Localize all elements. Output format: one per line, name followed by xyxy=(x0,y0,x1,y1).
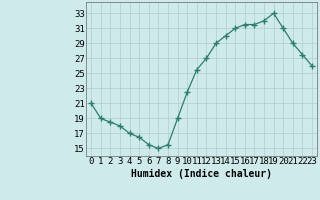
X-axis label: Humidex (Indice chaleur): Humidex (Indice chaleur) xyxy=(131,169,272,179)
